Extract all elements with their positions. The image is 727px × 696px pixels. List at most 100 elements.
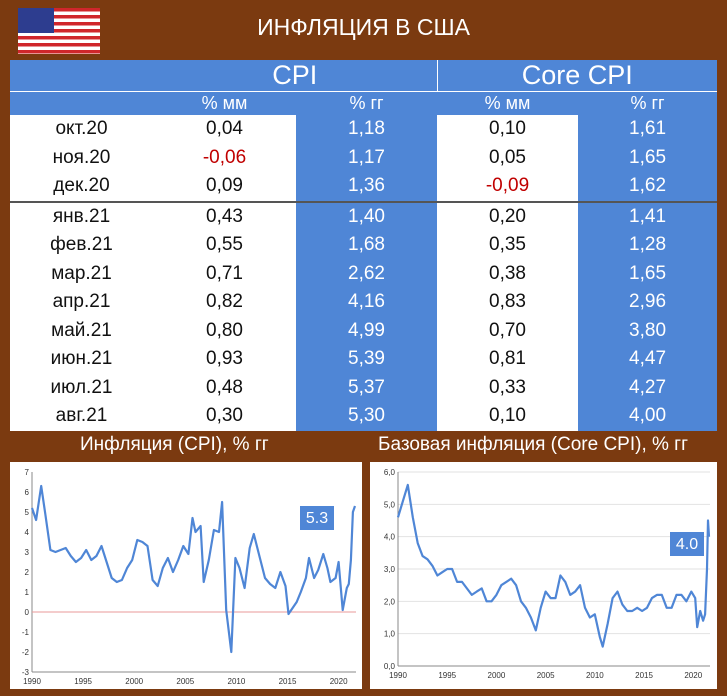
y-tick-label: 5,0 <box>384 500 396 509</box>
callout-box <box>300 506 334 530</box>
y-tick-label: 0,0 <box>384 662 396 671</box>
callout-box <box>670 532 704 556</box>
cell-cpi-yy: 5,30 <box>296 402 438 431</box>
group-header-cpi: CPI <box>153 60 438 92</box>
cell-cpi-yy: 1,36 <box>296 172 438 202</box>
subheader-empty <box>10 91 153 115</box>
cell-core-mm: 0,35 <box>437 231 579 260</box>
cell-cpi-yy: 2,62 <box>296 259 438 288</box>
cell-cpi-yy: 1,40 <box>296 200 438 231</box>
cell-core-yy: 1,61 <box>578 115 718 144</box>
callout-label: 5.3 <box>306 510 328 527</box>
cell-cpi-mm: 0,04 <box>153 115 296 144</box>
cell-cpi-mm: 0,30 <box>153 402 296 431</box>
cell-core-yy: 1,28 <box>578 231 718 260</box>
cell-cpi-yy: 5,37 <box>296 373 438 402</box>
cell-cpi-yy: 1,18 <box>296 115 438 144</box>
left-chart-caption: Инфляция (CPI), % гг <box>80 434 269 455</box>
cell-cpi-mm: 0,48 <box>153 373 296 402</box>
cell-core-yy: 1,65 <box>578 143 718 172</box>
cell-core-mm: 0,05 <box>437 143 579 172</box>
cell-cpi-yy: 1,68 <box>296 231 438 260</box>
cell-cpi-mm: 0,09 <box>153 172 296 202</box>
cell-cpi-mm: 0,82 <box>153 288 296 317</box>
subheader-cpi-yy: % гг <box>296 91 438 115</box>
cell-core-mm: 0,20 <box>437 200 579 231</box>
x-tick-label: 2005 <box>537 671 555 680</box>
cell-core-yy: 1,41 <box>578 200 718 231</box>
cell-month: мар.21 <box>10 259 153 288</box>
cell-month: окт.20 <box>10 115 153 144</box>
cpi-chart: -3 -2 -1 0 1 2 3 4 5 6 7 1990 1995 2000 2005 2010 2015 20… <box>10 462 362 689</box>
y-tick-label: 6 <box>25 488 30 497</box>
cell-core-yy: 1,62 <box>578 172 718 202</box>
table-row: янв.21 0,43 1,40 0,20 1,41 <box>10 200 718 231</box>
header: ИНФЛЯЦИЯ В США <box>0 0 727 60</box>
table-row: авг.21 0,30 5,30 0,10 4,00 <box>10 402 718 431</box>
cell-cpi-mm: 0,71 <box>153 259 296 288</box>
subheader-core-mm: % мм <box>437 91 579 115</box>
x-tick-label: 1990 <box>389 671 407 680</box>
value-callout: 5.3 <box>300 506 334 530</box>
cpi-chart-svg: -3 -2 -1 0 1 2 3 4 5 6 7 1990 1995 2000 2005 2010 2015 20… <box>22 468 357 686</box>
y-tick-label: -1 <box>22 628 30 637</box>
table-row: окт.20 0,04 1,18 0,10 1,61 <box>10 115 718 144</box>
x-tick-label: 1990 <box>23 677 41 686</box>
cell-month: ноя.20 <box>10 143 153 172</box>
y-tick-label: 1 <box>25 588 30 597</box>
x-tick-label: 1995 <box>438 671 456 680</box>
y-tick-label: -2 <box>22 648 30 657</box>
cell-cpi-mm: 0,43 <box>153 200 296 231</box>
cell-cpi-mm: -0,06 <box>153 143 296 172</box>
cell-month: июл.21 <box>10 373 153 402</box>
y-tick-label: 7 <box>25 468 30 477</box>
table-row: июн.21 0,93 5,39 0,81 4,47 <box>10 345 718 374</box>
table-row: апр.21 0,82 4,16 0,83 2,96 <box>10 288 718 317</box>
cell-month: авг.21 <box>10 402 153 431</box>
cell-core-mm: 0,38 <box>437 259 579 288</box>
value-callout: 4.0 <box>670 532 704 556</box>
group-header-core-cpi: Core CPI <box>437 60 718 92</box>
x-tick-label: 2015 <box>279 677 297 686</box>
cell-core-yy: 3,80 <box>578 316 718 345</box>
inflation-table: CPI Core CPI % мм % гг % мм % гг окт.20 0… <box>10 60 718 431</box>
cell-month: янв.21 <box>10 200 153 231</box>
x-tick-label: 2010 <box>586 671 604 680</box>
cell-core-yy: 1,65 <box>578 259 718 288</box>
y-tick-label: 1,0 <box>384 630 396 639</box>
table-row: июл.21 0,48 5,37 0,33 4,27 <box>10 373 718 402</box>
table-row: ноя.20 -0,06 1,17 0,05 1,65 <box>10 143 718 172</box>
x-tick-label: 2015 <box>635 671 653 680</box>
x-tick-label: 2000 <box>488 671 506 680</box>
cell-cpi-yy: 4,99 <box>296 316 438 345</box>
subheader-core-yy: % гг <box>578 91 718 115</box>
cell-cpi-mm: 0,80 <box>153 316 296 345</box>
cell-month: июн.21 <box>10 345 153 374</box>
right-chart-caption: Базовая инфляция (Core CPI), % гг <box>378 434 689 455</box>
core-cpi-chart-svg: 0,0 1,0 2,0 3,0 4,0 5,0 6,0 1990 1995 2000 2005 201… <box>384 468 711 680</box>
table-row: мар.21 0,71 2,62 0,38 1,65 <box>10 259 718 288</box>
y-tick-label: 3,0 <box>384 565 396 574</box>
cell-core-mm: 0,10 <box>437 402 579 431</box>
cell-core-yy: 2,96 <box>578 288 718 317</box>
cell-core-mm: 0,33 <box>437 373 579 402</box>
callout-label: 4.0 <box>676 536 698 553</box>
y-tick-label: 3 <box>25 548 30 557</box>
cell-core-yy: 4,00 <box>578 402 718 431</box>
x-tick-label: 2020 <box>684 671 702 680</box>
series-line <box>396 483 711 648</box>
x-tick-label: 2010 <box>228 677 246 686</box>
core-cpi-chart: 0,0 1,0 2,0 3,0 4,0 5,0 6,0 1990 1995 2000 2005 201… <box>370 462 717 689</box>
y-tick-label: 2 <box>25 568 30 577</box>
cell-month: фев.21 <box>10 231 153 260</box>
us-flag-icon <box>18 8 100 54</box>
y-tick-label: 2,0 <box>384 597 396 606</box>
table-row: май.21 0,80 4,99 0,70 3,80 <box>10 316 718 345</box>
corner-cell <box>10 60 153 92</box>
cell-core-mm: -0,09 <box>437 172 579 202</box>
x-tick-label: 2020 <box>330 677 348 686</box>
cell-core-mm: 0,70 <box>437 316 579 345</box>
page-title: ИНФЛЯЦИЯ В США <box>257 14 470 40</box>
y-tick-label: 0 <box>25 608 30 617</box>
x-tick-label: 2000 <box>125 677 143 686</box>
